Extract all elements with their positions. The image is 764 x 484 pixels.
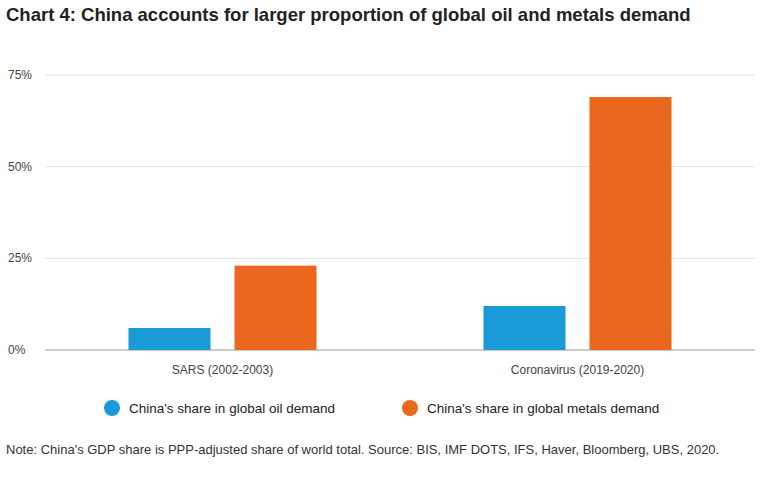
- x-tick-label: SARS (2002-2003): [172, 363, 273, 377]
- legend-swatch: [104, 400, 120, 416]
- bar: [484, 306, 566, 350]
- y-tick-label: 50%: [8, 160, 32, 174]
- grid-line: [45, 75, 755, 76]
- legend: China's share in global oil demand China'…: [104, 400, 659, 416]
- legend-swatch: [402, 400, 418, 416]
- y-tick-label: 0%: [8, 343, 26, 357]
- bar: [235, 266, 317, 350]
- legend-label: China's share in global metals demand: [427, 401, 659, 416]
- y-tick-label: 75%: [8, 68, 32, 82]
- title: Chart 4: China accounts for larger propo…: [6, 3, 751, 27]
- chart: 0% 25% 50% 75% SARS (2002-2003) Coronavirus (…: [0, 0, 764, 484]
- note: Note: China's GDP share is PPP-adjusted …: [6, 440, 751, 459]
- bar: [590, 97, 672, 350]
- bars: [129, 97, 672, 350]
- bar: [129, 328, 211, 350]
- legend-label: China's share in global oil demand: [129, 401, 335, 416]
- grid: [45, 75, 755, 350]
- x-tick-label: Coronavirus (2019-2020): [511, 363, 644, 377]
- y-tick-label: 25%: [8, 251, 32, 265]
